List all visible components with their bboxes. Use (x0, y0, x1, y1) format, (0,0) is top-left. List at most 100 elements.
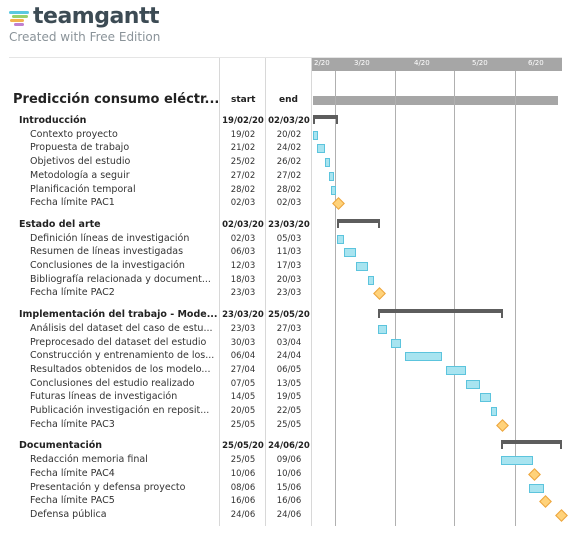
task-name[interactable]: Propuesta de trabajo (30, 142, 130, 154)
task-bar[interactable] (324, 158, 330, 168)
task-end-date[interactable]: 24/02 (276, 143, 302, 154)
task-start-date[interactable]: 25/02 (230, 157, 256, 168)
task-end-date[interactable]: 17/03 (276, 261, 302, 271)
task-start-date[interactable]: 25/05 (230, 455, 256, 466)
task-end-date[interactable]: 13/05 (276, 378, 302, 389)
group-name[interactable]: Introducción (19, 115, 87, 126)
project-title[interactable]: Predicción consumo eléctr... (13, 92, 220, 107)
task-start-date[interactable]: 19/02 (230, 129, 256, 140)
milestone-diamond[interactable] (372, 287, 386, 301)
task-start-date[interactable]: 23/03 (230, 323, 256, 334)
task-bar[interactable] (528, 483, 545, 493)
task-bar[interactable] (328, 171, 334, 181)
task-end-date[interactable]: 19/05 (276, 392, 302, 403)
task-bar[interactable] (405, 352, 443, 362)
milestone-diamond[interactable] (496, 418, 510, 432)
task-bar[interactable] (501, 456, 533, 466)
task-bar[interactable] (479, 393, 492, 403)
task-start-date[interactable]: 08/06 (230, 482, 256, 493)
task-start-date[interactable]: 27/04 (230, 364, 256, 375)
task-name[interactable]: Análisis del dataset del caso de estu... (30, 322, 213, 334)
task-name[interactable]: Metodología a seguir (30, 169, 130, 181)
task-end-date[interactable]: 27/03 (276, 323, 302, 334)
task-start-date[interactable]: 02/03 (230, 233, 256, 244)
group-name[interactable]: Implementación del trabajo - Mode... (19, 309, 218, 321)
task-start-date[interactable]: 16/06 (230, 496, 256, 507)
task-start-date[interactable]: 14/05 (230, 392, 256, 403)
task-bar[interactable] (377, 324, 388, 334)
group-name[interactable]: Estado del arte (19, 218, 101, 230)
task-name[interactable]: Objetivos del estudio (30, 156, 131, 168)
group-start-date[interactable]: 19/02/20 (222, 116, 264, 126)
task-bar[interactable] (330, 185, 336, 195)
task-end-date[interactable]: 09/06 (276, 455, 302, 466)
task-end-date[interactable]: 06/05 (276, 364, 302, 375)
task-bar[interactable] (367, 275, 374, 285)
task-end-date[interactable]: 02/03 (276, 198, 302, 209)
task-name[interactable]: Resumen de líneas investigadas (30, 246, 184, 258)
group-bar[interactable] (336, 218, 380, 228)
task-bar[interactable] (465, 379, 480, 389)
milestone-diamond[interactable] (331, 197, 345, 211)
task-bar[interactable] (316, 144, 325, 154)
task-end-date[interactable]: 28/02 (276, 184, 302, 195)
task-end-date[interactable]: 24/04 (276, 351, 302, 362)
task-start-date[interactable]: 21/02 (230, 143, 256, 154)
milestone-diamond[interactable] (539, 495, 553, 509)
task-end-date[interactable]: 20/02 (276, 129, 302, 140)
task-name[interactable]: Fecha límite PAC4 (30, 467, 115, 479)
task-start-date[interactable]: 06/04 (230, 351, 256, 362)
task-bar[interactable] (344, 248, 357, 258)
group-start-date[interactable]: 02/03/20 (222, 219, 264, 230)
task-name[interactable]: Redacción memoria final (30, 454, 148, 466)
task-name[interactable]: Fecha límite PAC5 (30, 495, 115, 507)
task-bar[interactable] (391, 338, 402, 348)
group-start-date[interactable]: 23/03/20 (222, 310, 264, 321)
task-name[interactable]: Futuras líneas de investigación (30, 391, 178, 403)
task-name[interactable]: Resultados obtenidos de los modelo... (30, 363, 211, 375)
task-start-date[interactable]: 28/02 (230, 184, 256, 195)
group-end-date[interactable]: 24/06/20 (268, 441, 310, 452)
group-end-date[interactable]: 25/05/20 (268, 310, 310, 321)
task-name[interactable]: Construcción y entrenamiento de los... (30, 350, 215, 362)
task-end-date[interactable]: 10/06 (276, 468, 302, 479)
task-start-date[interactable]: 20/05 (230, 406, 256, 416)
task-start-date[interactable]: 27/02 (230, 170, 256, 181)
task-end-date[interactable]: 23/03 (276, 288, 302, 299)
task-end-date[interactable]: 20/03 (276, 274, 302, 285)
task-name[interactable]: Publicación investigación en reposit... (30, 405, 210, 416)
task-start-date[interactable]: 06/03 (230, 247, 256, 258)
group-name[interactable]: Documentación (19, 440, 103, 452)
group-bar[interactable] (501, 440, 562, 450)
task-bar[interactable] (336, 234, 345, 244)
task-end-date[interactable]: 16/06 (276, 496, 302, 507)
task-end-date[interactable]: 27/02 (276, 170, 302, 181)
task-end-date[interactable]: 22/05 (276, 406, 302, 416)
task-start-date[interactable]: 23/03 (230, 288, 256, 299)
group-bar[interactable] (377, 309, 504, 319)
task-bar[interactable] (356, 262, 368, 271)
task-end-date[interactable]: 05/03 (276, 233, 302, 244)
task-name[interactable]: Planificación temporal (30, 183, 136, 195)
task-bar[interactable] (446, 365, 466, 375)
task-end-date[interactable]: 24/06 (276, 509, 302, 520)
task-name[interactable]: Defensa pública (30, 508, 107, 520)
milestone-diamond[interactable] (555, 509, 568, 522)
task-name[interactable]: Fecha límite PAC3 (30, 418, 115, 430)
task-end-date[interactable]: 15/06 (276, 482, 302, 493)
task-bar[interactable] (313, 130, 318, 140)
task-end-date[interactable]: 25/05 (276, 419, 302, 430)
task-name[interactable]: Bibliografía relacionada y document... (30, 273, 211, 285)
task-start-date[interactable]: 24/06 (230, 509, 256, 520)
task-name[interactable]: Fecha límite PAC2 (30, 287, 115, 299)
group-end-date[interactable]: 23/03/20 (268, 219, 310, 230)
task-start-date[interactable]: 18/03 (230, 274, 256, 285)
task-name[interactable]: Definición líneas de investigación (30, 232, 190, 244)
milestone-diamond[interactable] (527, 467, 541, 481)
task-start-date[interactable]: 25/05 (230, 419, 256, 430)
group-end-date[interactable]: 02/03/20 (268, 116, 310, 126)
task-name[interactable]: Fecha límite PAC1 (30, 197, 115, 209)
group-start-date[interactable]: 25/05/20 (222, 441, 264, 452)
task-name[interactable]: Presentación y defensa proyecto (30, 481, 186, 493)
group-bar[interactable] (313, 115, 339, 124)
